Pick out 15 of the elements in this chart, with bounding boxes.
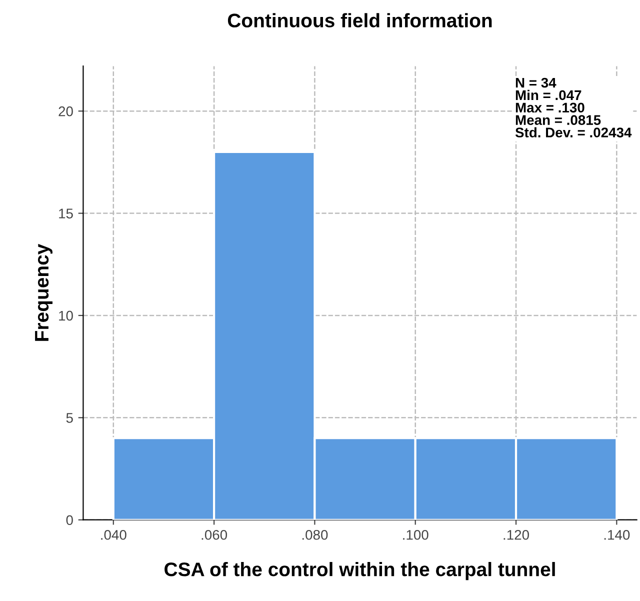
x-tick-label: .120 [504,530,529,540]
y-tick-label: 0 [66,515,73,526]
y-tick-label: 20 [58,106,73,116]
chart-title: Continuous field information [228,13,492,28]
x-tick-label: .040 [101,530,126,540]
x-tick-label: .140 [604,530,630,540]
x-axis-title: CSA of the control within the carpal tunnel [164,562,555,580]
y-tick-label: 10 [59,310,73,321]
y-axis-title: Frequency [35,244,52,341]
y-tick-label: 5 [66,413,73,423]
x-tick-label: .100 [403,530,428,540]
x-tick-label: .060 [202,530,228,540]
annotation: N = 34 Min = .047 Max = .130 Mean = .0815 Std. Dev. = .02434 [515,78,632,138]
x-tick-label: .080 [302,530,328,540]
y-tick-label: 15 [59,208,73,218]
